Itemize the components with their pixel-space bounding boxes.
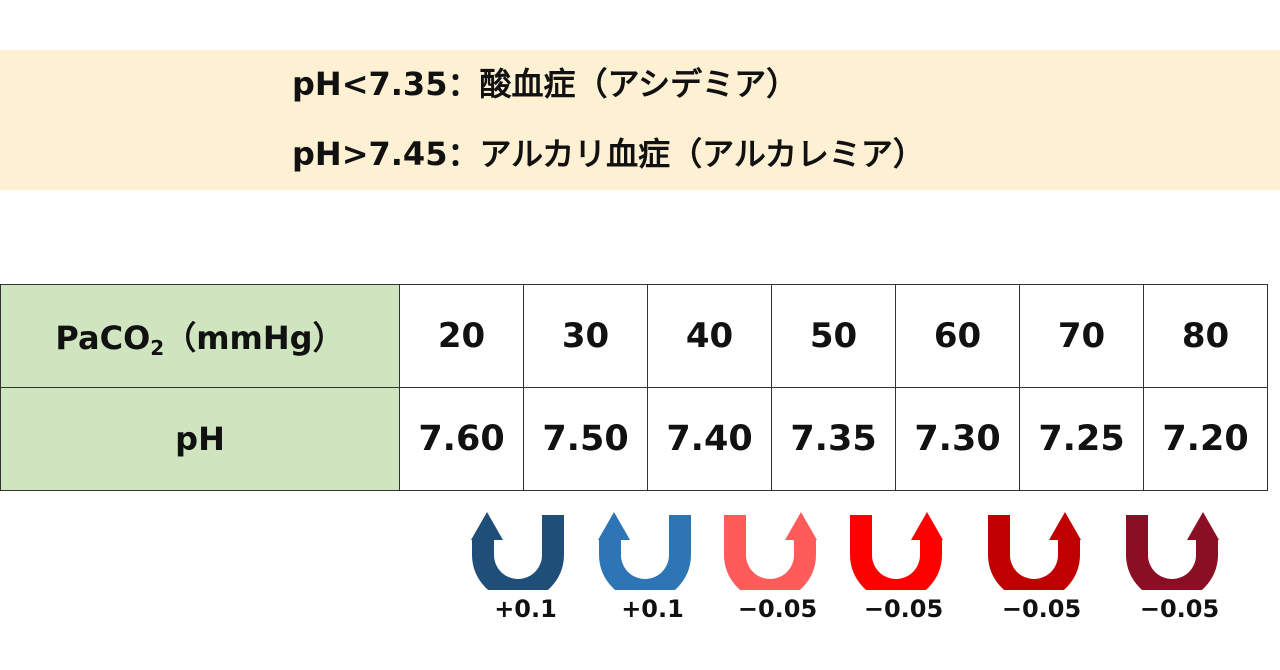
u-turn-arrow-icon — [724, 512, 817, 590]
ph-cell: 7.35 — [771, 387, 896, 491]
ph-change-label: +0.1 — [494, 595, 557, 623]
ph-cell: 7.25 — [1019, 387, 1144, 491]
ph-change-label: −0.05 — [737, 595, 818, 623]
paco2-cell: 50 — [771, 284, 896, 388]
ph-change-arrow: −0.05 — [715, 500, 840, 640]
paco2-unit: （mmHg） — [164, 318, 345, 357]
paco2-cell: 30 — [523, 284, 648, 388]
paco2-cell: 40 — [647, 284, 772, 388]
paco2-cell: 60 — [895, 284, 1020, 388]
ph-change-label: −0.05 — [863, 595, 944, 623]
ph-cell: 7.30 — [895, 387, 1020, 491]
ph-cell: 7.60 — [399, 387, 524, 491]
paco2-ph-table: PaCO2（mmHg） 20 30 40 50 60 70 80 pH 7.60… — [0, 284, 1268, 491]
u-turn-arrow-icon — [988, 512, 1081, 590]
ph-row: pH 7.60 7.50 7.40 7.35 7.30 7.25 7.20 — [0, 387, 1268, 491]
u-turn-arrow-icon — [598, 512, 691, 590]
paco2-row-header: PaCO2（mmHg） — [0, 284, 400, 388]
ph-cell: 7.20 — [1143, 387, 1268, 491]
ph-cell: 7.50 — [523, 387, 648, 491]
paco2-cell: 70 — [1019, 284, 1144, 388]
u-turn-arrow-icon — [850, 512, 943, 590]
ph-change-arrow: −0.05 — [1117, 500, 1242, 640]
ph-change-arrow: +0.1 — [463, 500, 588, 640]
paco2-cell: 20 — [399, 284, 524, 388]
ph-change-arrow: +0.1 — [590, 500, 715, 640]
acidemia-definition: pH<7.35：酸血症（アシデミア） — [292, 65, 799, 103]
ph-change-label: −0.05 — [1001, 595, 1082, 623]
u-turn-arrow-icon — [1126, 512, 1219, 590]
ph-change-label: +0.1 — [621, 595, 684, 623]
ph-cell: 7.40 — [647, 387, 772, 491]
paco2-cell: 80 — [1143, 284, 1268, 388]
acid-base-definition-banner: pH<7.35：酸血症（アシデミア） pH>7.45：アルカリ血症（アルカレミア… — [0, 50, 1280, 190]
paco2-label: PaCO — [55, 318, 151, 357]
ph-change-label: −0.05 — [1139, 595, 1220, 623]
ph-change-arrow: −0.05 — [979, 500, 1104, 640]
ph-change-arrow: −0.05 — [841, 500, 966, 640]
u-turn-arrow-icon — [471, 512, 564, 590]
alkalemia-definition: pH>7.45：アルカリ血症（アルカレミア） — [292, 135, 925, 173]
ph-row-header: pH — [0, 387, 400, 491]
paco2-row: PaCO2（mmHg） 20 30 40 50 60 70 80 — [0, 284, 1268, 388]
paco2-subscript: 2 — [150, 335, 165, 360]
